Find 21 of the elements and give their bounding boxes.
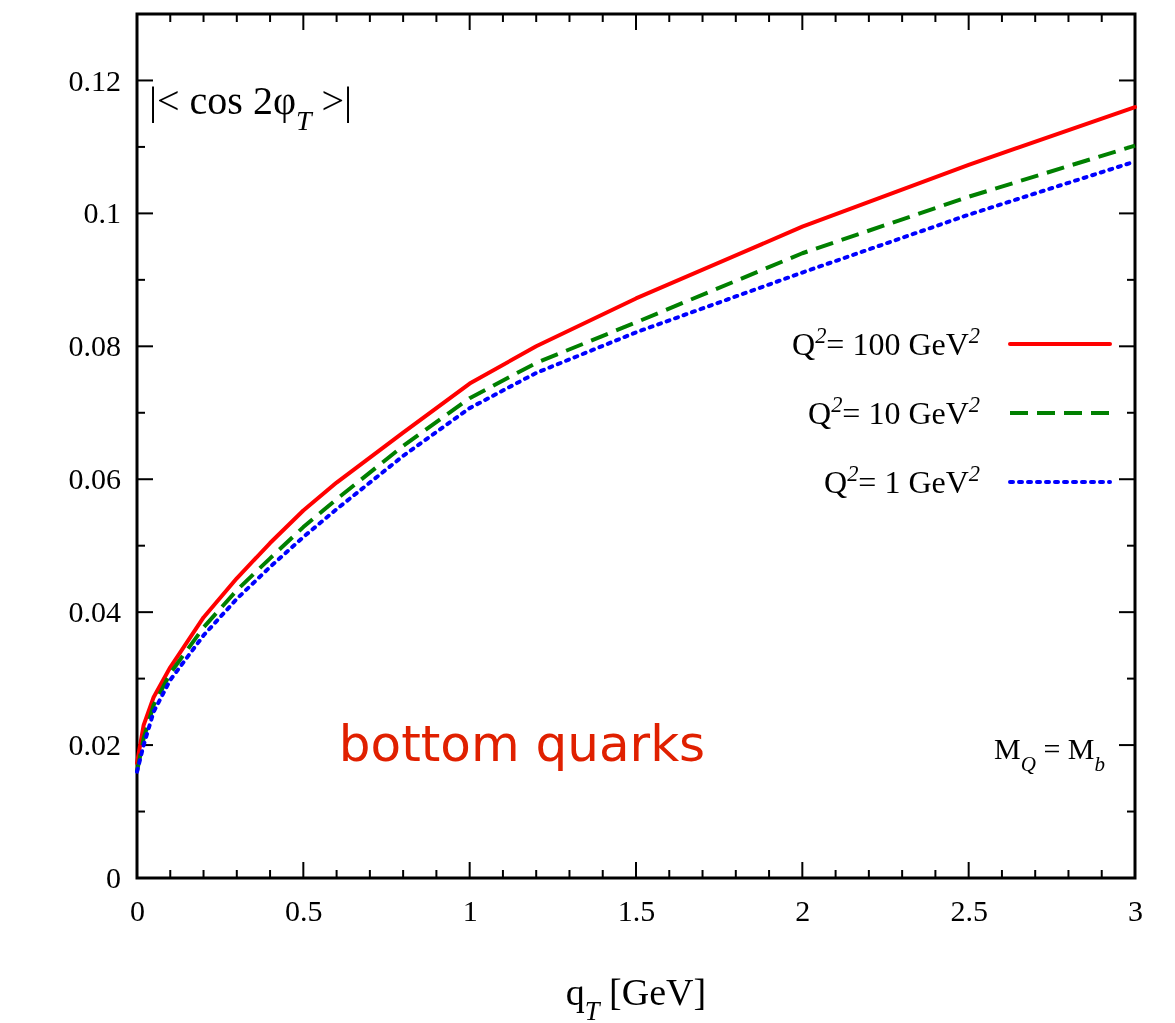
x-axis-title: q$_{T}$ [GeV] bbox=[565, 971, 707, 1023]
legend-label: Q$^{2}$= 100 GeV$^{2}$ bbox=[792, 322, 980, 362]
annotation: M$_{Q}$ = M$_{b}$ bbox=[994, 732, 1105, 776]
y-tick-label: 0.12 bbox=[68, 63, 121, 97]
y-tick-label: 0.06 bbox=[68, 462, 121, 496]
x-tick-label: 1.5 bbox=[617, 894, 656, 928]
y-tick-label: 0.1 bbox=[83, 196, 121, 230]
annotation: |< cos 2φ$_{T}$ >| bbox=[149, 78, 353, 136]
y-tick-label: 0.08 bbox=[68, 329, 121, 363]
x-tick-label: 1 bbox=[462, 894, 478, 928]
annotation: bottom quarks bbox=[338, 715, 706, 773]
x-tick-label: 3 bbox=[1128, 894, 1143, 928]
y-tick-label: 0 bbox=[106, 861, 121, 895]
legend-label: Q$^{2}$= 10 GeV$^{2}$ bbox=[808, 391, 980, 431]
x-tick-label: 2 bbox=[795, 894, 811, 928]
y-tick-label: 0.04 bbox=[68, 595, 121, 629]
x-tick-label: 0 bbox=[130, 894, 145, 928]
x-tick-label: 0.5 bbox=[285, 894, 323, 928]
y-tick-label: 0.02 bbox=[68, 728, 121, 762]
x-tick-label: 2.5 bbox=[950, 894, 988, 928]
legend-label: Q$^{2}$= 1 GeV$^{2}$ bbox=[824, 460, 980, 500]
